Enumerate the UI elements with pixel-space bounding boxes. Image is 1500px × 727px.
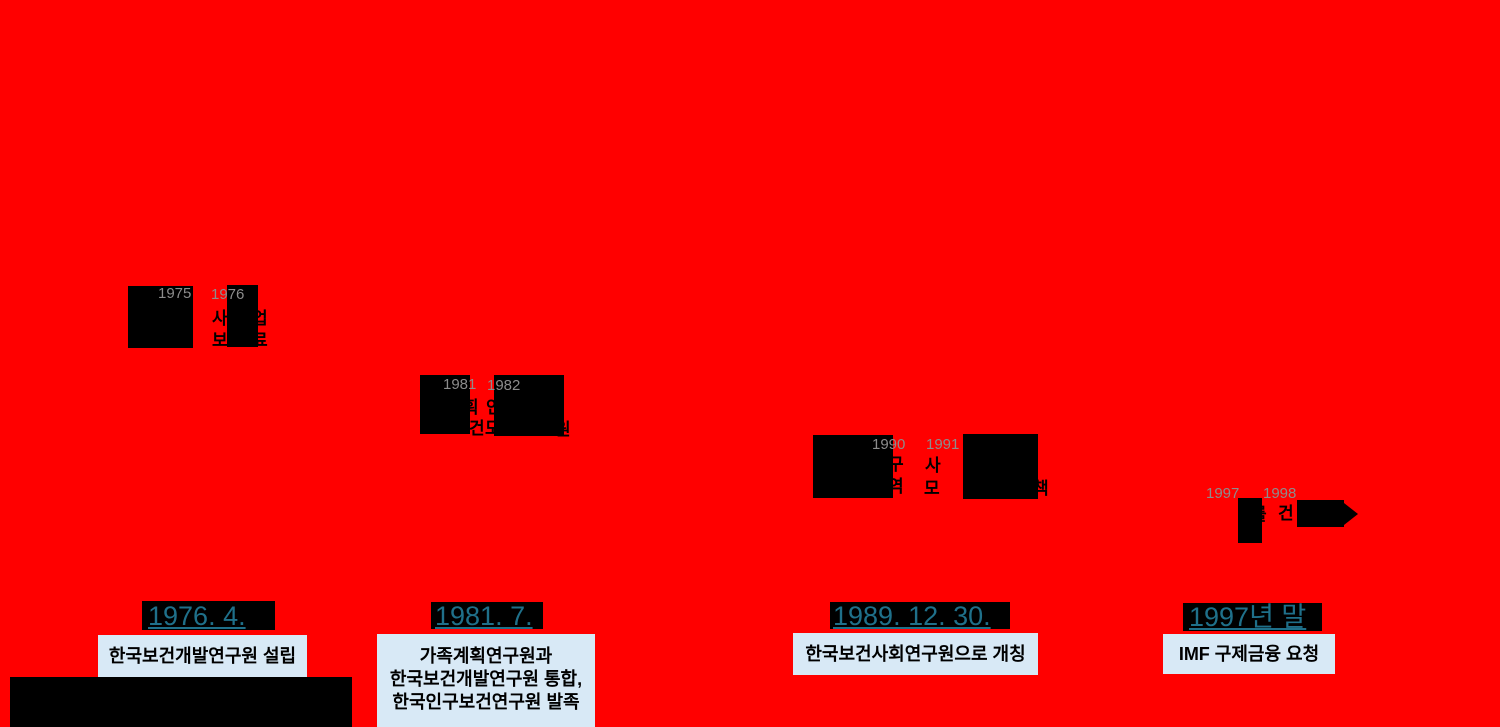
milestone-card-line: 가족계획연구원과: [419, 646, 553, 666]
date-highlight: [431, 602, 543, 629]
milestone-card: IMF 구제금융 요청: [1163, 634, 1335, 674]
arrow-right-icon: [1344, 503, 1358, 525]
photo-placeholder-1991: [963, 434, 1038, 499]
milestone-date: 1989. 12. 30.: [833, 601, 991, 631]
milestone-date: 1976. 4.: [148, 601, 246, 631]
date-highlight: [142, 601, 275, 630]
date-highlight: [1183, 603, 1322, 631]
photo-placeholder-1997: [1238, 498, 1262, 543]
caption-fragment: 건: [1278, 504, 1294, 523]
caption-fragment: 보: [212, 331, 228, 350]
photo-placeholder-1976: [227, 285, 258, 347]
photo-placeholder-1990: [813, 435, 893, 498]
year-label-1975: 1975: [158, 285, 192, 302]
caption-fragment: 사: [212, 309, 228, 328]
year-label-1997: 1997: [1206, 485, 1240, 502]
photo-placeholder-1982: [494, 375, 564, 436]
year-label-1982: 1982: [487, 377, 521, 394]
milestone-card-line: 한국보건개발연구원 설립: [108, 645, 297, 666]
year-label-1976: 1976: [211, 286, 245, 303]
milestone-card-line: 한국보건개발연구원 통합,: [389, 669, 583, 689]
year-label-1991: 1991: [926, 436, 960, 453]
caption-fragment: 모: [924, 479, 940, 498]
milestone-card: 한국보건사회연구원으로 개칭: [793, 633, 1038, 675]
milestone-date: 1981. 7.: [435, 601, 533, 631]
caption-fragment: 사: [925, 456, 941, 475]
black-bar: [10, 677, 352, 727]
milestone-card-line: 한국보건사회연구원으로 개칭: [805, 643, 1026, 664]
photo-placeholder-1981: [420, 375, 470, 434]
year-label-1990: 1990: [872, 436, 906, 453]
milestone-card-line: 한국인구보건연구원 발족: [392, 692, 580, 712]
date-highlight: [830, 602, 1010, 629]
photo-placeholder-1998: [1297, 500, 1344, 527]
milestone-card: 가족계획연구원과 한국보건개발연구원 통합, 한국인구보건연구원 발족: [377, 634, 595, 727]
caption-fragment: 건: [469, 419, 485, 438]
year-label-1981: 1981: [443, 376, 477, 393]
milestone-card-line: IMF 구제금융 요청: [1178, 643, 1320, 664]
milestone-card: 한국보건개발연구원 설립: [98, 635, 307, 677]
year-label-1998: 1998: [1263, 485, 1297, 502]
photo-placeholder-1975: [128, 286, 193, 348]
milestone-date: 1997년 말: [1189, 602, 1307, 632]
